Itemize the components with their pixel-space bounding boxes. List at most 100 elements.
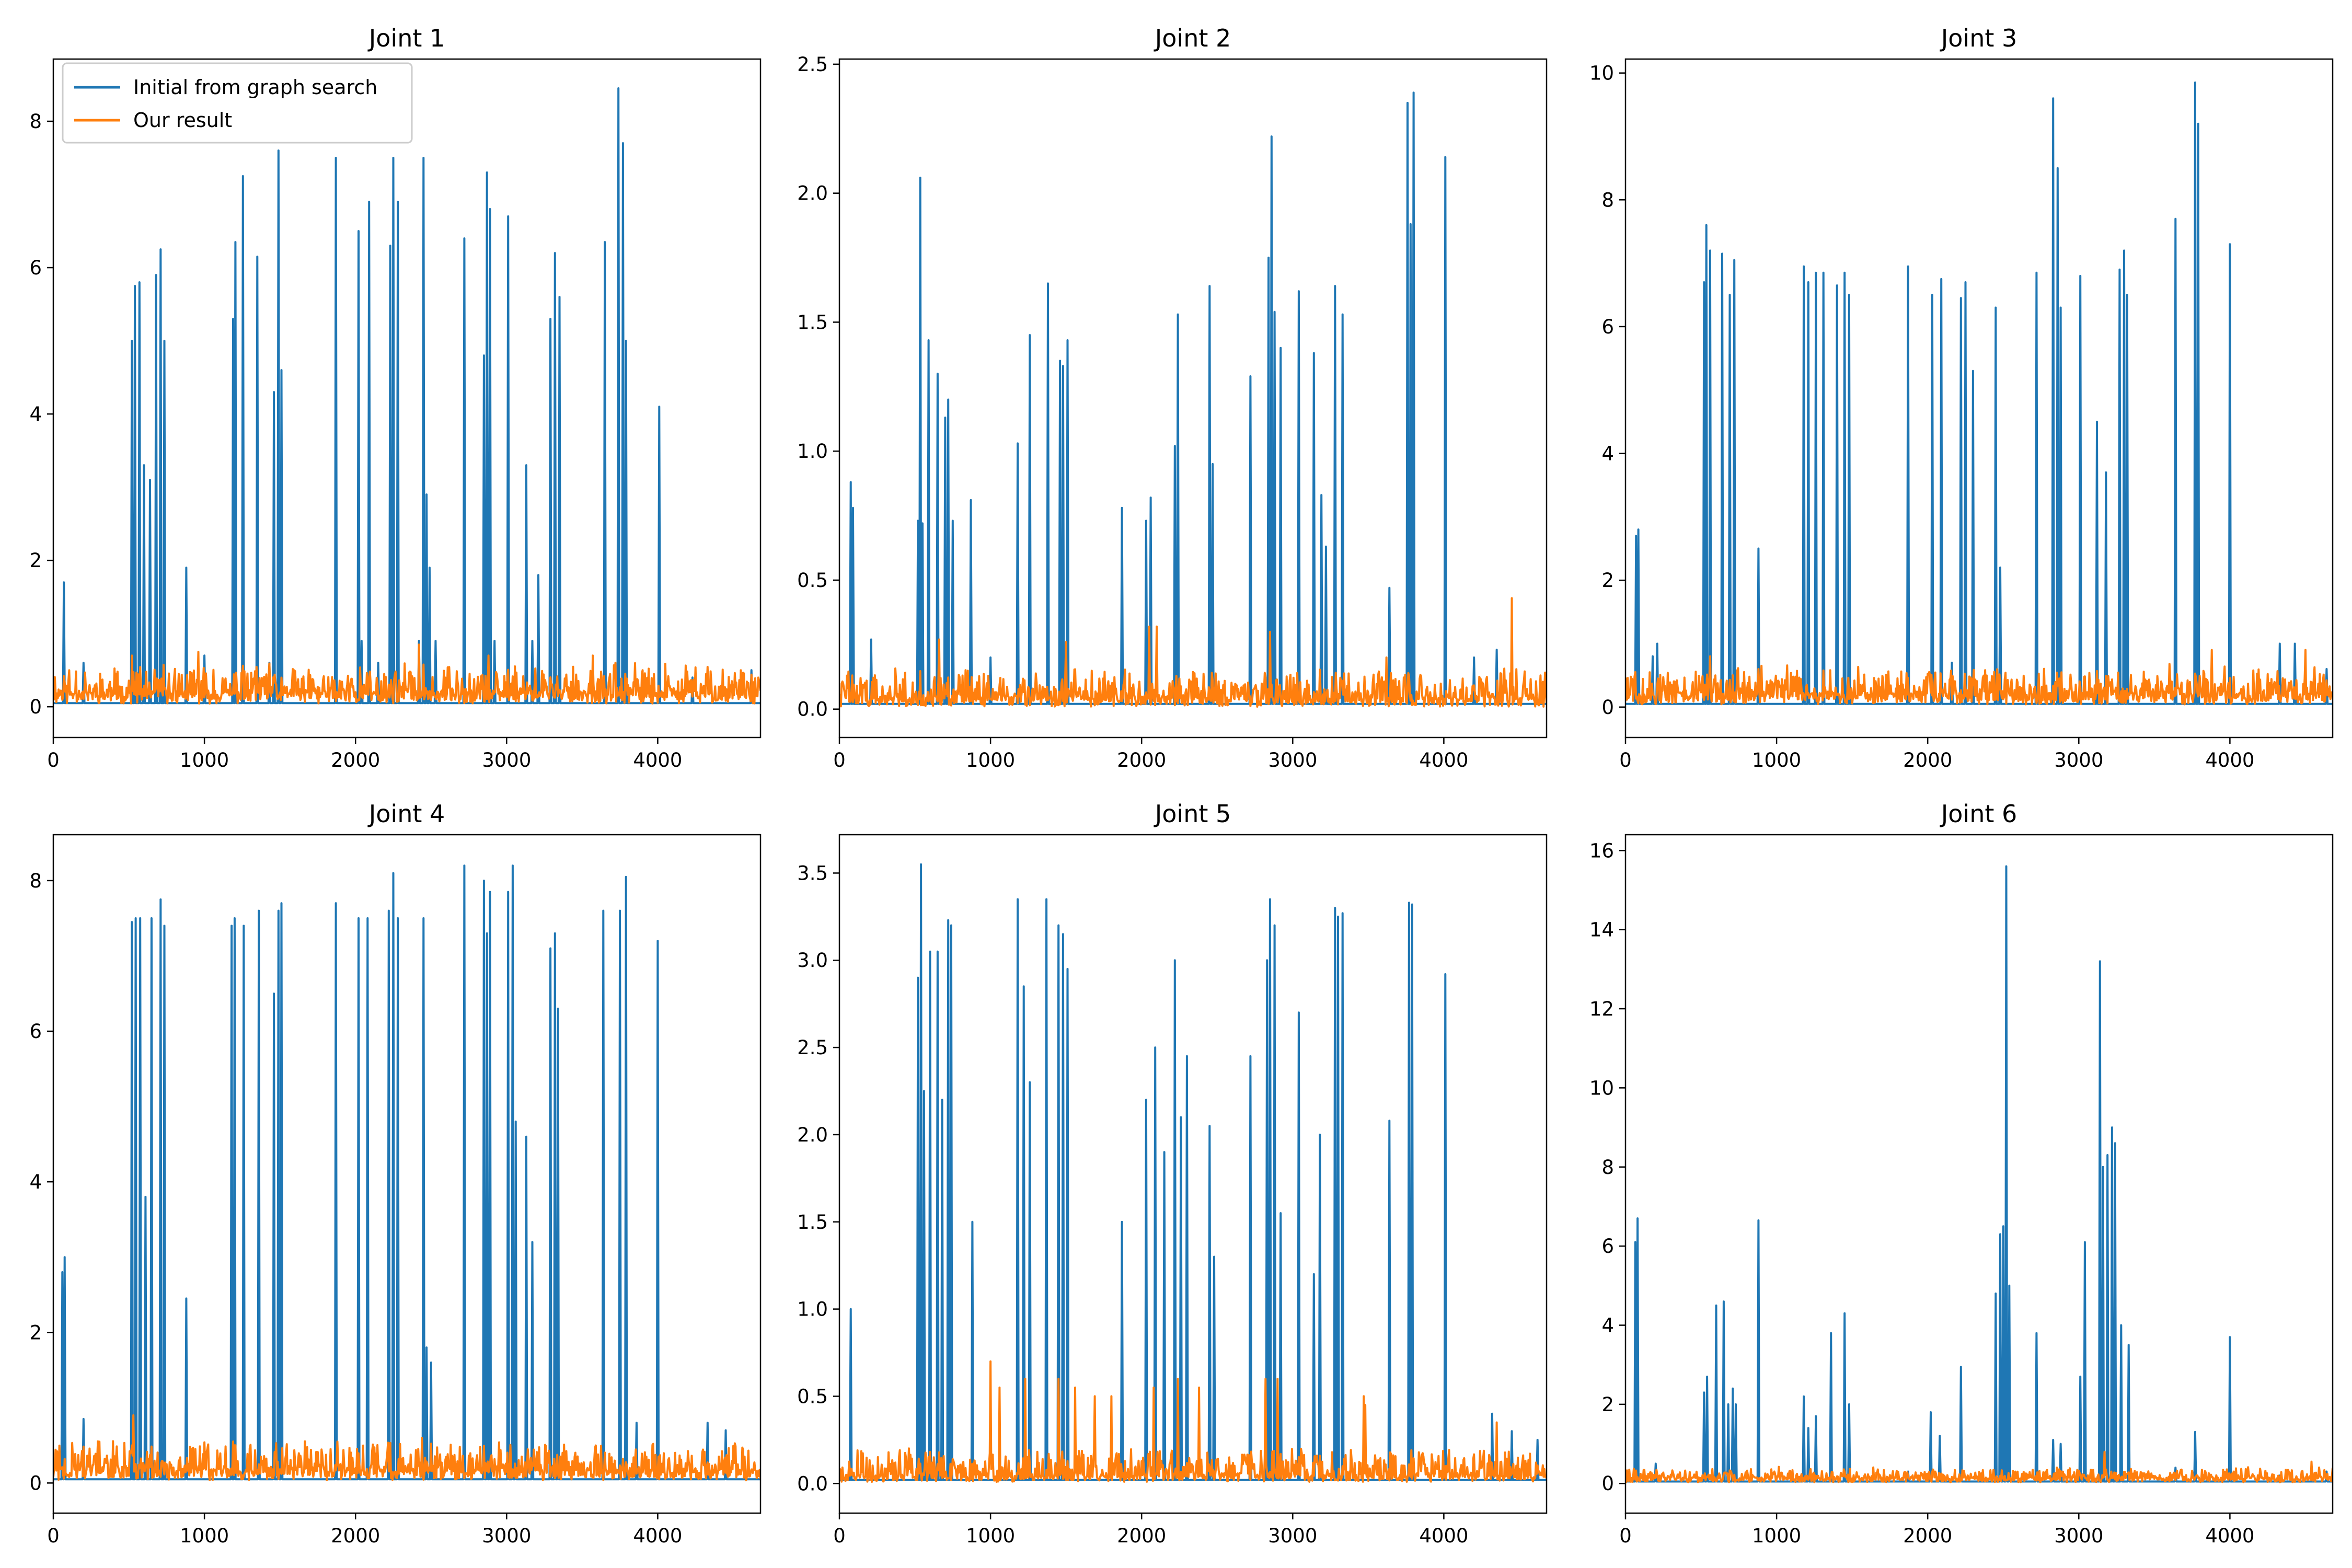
y-tick-label: 6 xyxy=(1601,1235,1614,1258)
x-tick-label: 1000 xyxy=(180,749,229,771)
y-tick-label: 4 xyxy=(1601,443,1614,465)
series-line-ours xyxy=(53,1414,760,1482)
y-tick-label: 2 xyxy=(1601,569,1614,592)
x-tick-label: 4000 xyxy=(2205,1525,2254,1547)
legend: Initial from graph search Our result xyxy=(62,62,413,144)
plot-area xyxy=(839,863,1547,1483)
y-tick-label: 6 xyxy=(29,1020,42,1043)
y-tick-label: 0 xyxy=(1601,1472,1614,1495)
panel-title: Joint 4 xyxy=(367,800,445,828)
series-line-ours xyxy=(53,643,760,705)
series-line-ours xyxy=(839,597,1547,708)
legend-label-ours: Our result xyxy=(133,109,232,132)
axes-frame xyxy=(1624,834,2334,1514)
y-tick-label: 14 xyxy=(1589,919,1614,941)
y-tick-label: 8 xyxy=(29,110,42,133)
legend-label-initial: Initial from graph search xyxy=(133,76,377,99)
y-tick-label: 2.0 xyxy=(797,1124,828,1146)
series-line-initial xyxy=(53,864,760,1481)
y-tick-label: 10 xyxy=(1589,1077,1614,1099)
x-tick-label: 3000 xyxy=(2054,749,2103,771)
y-tick-label: 16 xyxy=(1589,839,1614,862)
x-tick-label: 1000 xyxy=(180,1525,229,1547)
y-tick-label: 0.5 xyxy=(797,569,828,592)
panel-title: Joint 6 xyxy=(1940,800,2017,828)
series-line-ours xyxy=(1625,649,2333,706)
panel-3: 0 1000 2000 3000 4000 0 2 4 6 8 10 Joint 3 xyxy=(1589,24,2334,771)
panel-1: 0 1000 2000 3000 4000 0 2 4 6 8 Joint 1 xyxy=(29,24,762,771)
axes-frame xyxy=(52,834,762,1514)
x-tick-label: 3000 xyxy=(1268,1525,1317,1547)
x-tick-label: 1000 xyxy=(966,749,1015,771)
panel-5: 0 1000 2000 3000 4000 0.0 0.5 1.0 1.5 2.0 2.5 3.0 3.… xyxy=(797,800,1548,1547)
panel-6: 0 1000 2000 3000 4000 0 2 4 6 8 10 12 14 16 Joint 6 xyxy=(1589,800,2334,1547)
x-tick-label: 4000 xyxy=(2205,749,2254,771)
x-tick-label: 2000 xyxy=(1117,749,1166,771)
y-tick-label: 6 xyxy=(1601,316,1614,338)
x-tick-label: 4000 xyxy=(633,749,682,771)
x-tick-label: 2000 xyxy=(1117,1525,1166,1547)
y-tick-label: 3.0 xyxy=(797,949,828,972)
series-line-ours xyxy=(1625,1450,2333,1483)
y-tick-label: 2 xyxy=(1601,1393,1614,1416)
plot-area xyxy=(53,864,760,1482)
x-tick-label: 1000 xyxy=(966,1525,1015,1547)
y-tick-label: 0.0 xyxy=(797,698,828,721)
plot-area xyxy=(53,87,760,705)
plot-area xyxy=(1625,81,2333,706)
y-tick-label: 2 xyxy=(29,1321,42,1344)
x-tick-label: 0 xyxy=(833,749,846,771)
y-tick-label: 2.0 xyxy=(797,182,828,205)
y-tick-label: 0 xyxy=(29,1472,42,1494)
y-tick-label: 2.5 xyxy=(797,53,828,76)
x-tick-label: 4000 xyxy=(1419,749,1468,771)
y-tick-label: 2.5 xyxy=(797,1036,828,1059)
y-tick-label: 0.0 xyxy=(797,1472,828,1495)
y-tick-label: 12 xyxy=(1589,998,1614,1020)
y-tick-label: 0.5 xyxy=(797,1385,828,1408)
plot-area xyxy=(839,91,1547,708)
legend-frame xyxy=(62,62,413,144)
x-tick-label: 2000 xyxy=(1903,1525,1952,1547)
x-tick-label: 0 xyxy=(1619,1525,1632,1547)
x-tick-label: 4000 xyxy=(633,1525,682,1547)
series-line-initial xyxy=(839,863,1547,1481)
series-line-initial xyxy=(53,87,760,705)
plot-area xyxy=(1625,865,2333,1483)
x-tick-label: 3000 xyxy=(2054,1525,2103,1547)
x-tick-label: 0 xyxy=(47,1525,60,1547)
x-tick-label: 1000 xyxy=(1752,1525,1801,1547)
panel-title: Joint 1 xyxy=(367,24,445,52)
panel-2: 0 1000 2000 3000 4000 0.0 0.5 1.0 1.5 2.0 2.5 Joint… xyxy=(797,24,1548,771)
y-tick-label: 1.0 xyxy=(797,1298,828,1321)
axes-frame xyxy=(52,58,762,739)
x-tick-label: 2000 xyxy=(331,1525,380,1547)
axes-frame xyxy=(838,58,1548,739)
y-tick-label: 1.5 xyxy=(797,1211,828,1233)
y-tick-label: 4 xyxy=(1601,1314,1614,1336)
y-tick-label: 6 xyxy=(29,257,42,279)
series-line-initial xyxy=(839,91,1547,705)
axes-frame xyxy=(838,834,1548,1514)
panel-title: Joint 2 xyxy=(1154,24,1231,52)
x-tick-label: 3000 xyxy=(482,1525,531,1547)
y-tick-label: 4 xyxy=(29,1171,42,1193)
x-tick-label: 3000 xyxy=(1268,749,1317,771)
y-tick-label: 8 xyxy=(29,870,42,892)
y-tick-label: 2 xyxy=(29,549,42,572)
x-tick-label: 1000 xyxy=(1752,749,1801,771)
y-tick-label: 1.0 xyxy=(797,440,828,463)
y-tick-label: 8 xyxy=(1601,1156,1614,1179)
x-tick-label: 4000 xyxy=(1419,1525,1468,1547)
panel-4: 0 1000 2000 3000 4000 0 2 4 6 8 Joint 4 xyxy=(29,800,762,1547)
panel-title: Joint 5 xyxy=(1154,800,1231,828)
series-line-ours xyxy=(839,1360,1547,1483)
x-tick-label: 2000 xyxy=(331,749,380,771)
y-tick-label: 0 xyxy=(29,696,42,718)
x-tick-label: 0 xyxy=(47,749,60,771)
y-tick-label: 4 xyxy=(29,403,42,425)
panel-title: Joint 3 xyxy=(1940,24,2017,52)
x-tick-label: 3000 xyxy=(482,749,531,771)
